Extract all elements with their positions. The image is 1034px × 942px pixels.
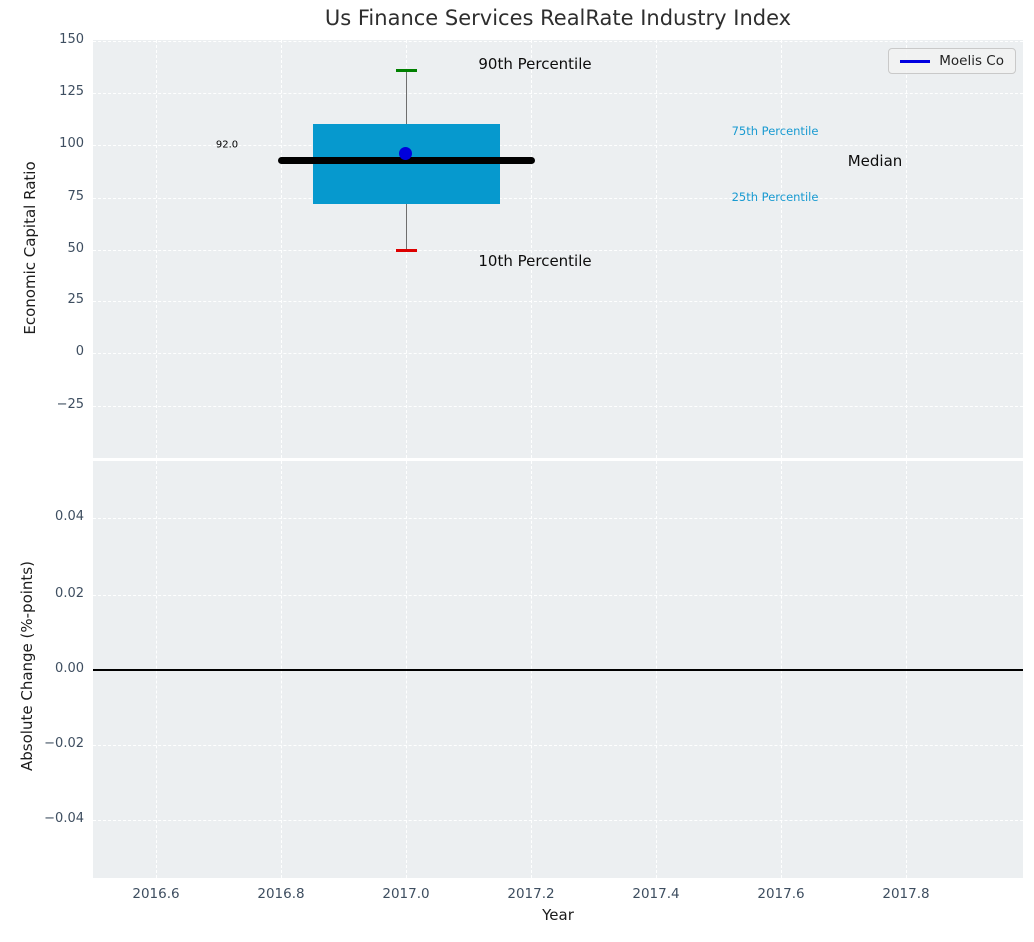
p10-cap [396,249,417,252]
gridline-h [93,406,1023,407]
ytick: −0.04 [44,811,84,826]
gridline-h [93,595,1023,596]
gridline-h [93,198,1023,199]
xtick: 2017.0 [382,886,430,902]
legend: Moelis Co [888,48,1016,74]
gridline-h [93,518,1023,519]
gridline-v [281,40,282,458]
ytick: 0.02 [55,586,84,601]
ytick: 0.04 [55,509,84,524]
ytick: 25 [67,292,84,307]
gridline-h [93,41,1023,42]
median-label: Median [847,152,903,170]
gridline-h [93,93,1023,94]
top-y-axis-label: Economic Capital Ratio [21,161,39,335]
p75-label: 75th Percentile [731,124,819,138]
ytick: −25 [56,397,84,412]
xtick: 2016.8 [257,886,305,902]
gridline-h [93,820,1023,821]
gridline-h [93,145,1023,146]
gridline-h [93,745,1023,746]
gridline-h [93,250,1023,251]
ytick: 0.00 [55,661,84,676]
legend-label: Moelis Co [939,53,1004,69]
xtick: 2016.6 [132,886,180,902]
gridline-v [656,40,657,458]
ytick: 0 [75,344,84,359]
median-line [278,157,535,164]
ytick: 100 [59,136,84,151]
zero-reference-line [93,669,1023,671]
x-axis-label: Year [542,906,574,924]
xtick: 2017.4 [632,886,680,902]
xtick: 2017.6 [757,886,805,902]
ytick: 50 [67,241,84,256]
ytick: 150 [59,32,84,47]
p10-label: 10th Percentile [478,252,592,270]
chart-title: Us Finance Services RealRate Industry In… [324,6,792,30]
legend-line-sample [900,59,931,63]
gridline-v [156,40,157,458]
xtick: 2017.2 [507,886,555,902]
xtick: 2017.8 [882,886,930,902]
company-dot [399,147,412,160]
gridline-v [906,40,907,458]
gridline-v [531,40,532,458]
median-value-label: 92.0 [215,139,239,151]
bottom-subplot [93,461,1023,878]
ytick: 125 [59,84,84,99]
iqr-box [313,124,500,204]
p90-cap [396,69,417,72]
gridline-v [781,40,782,458]
bottom-y-axis-label: Absolute Change (%-points) [18,561,36,771]
p25-label: 25th Percentile [731,190,819,204]
ytick: 75 [67,189,84,204]
top-subplot: 92.0 90th Percentile 10th Percentile 75t… [93,40,1023,458]
gridline-h [93,301,1023,302]
ytick: −0.02 [44,736,84,751]
p90-label: 90th Percentile [478,55,592,73]
gridline-h [93,353,1023,354]
